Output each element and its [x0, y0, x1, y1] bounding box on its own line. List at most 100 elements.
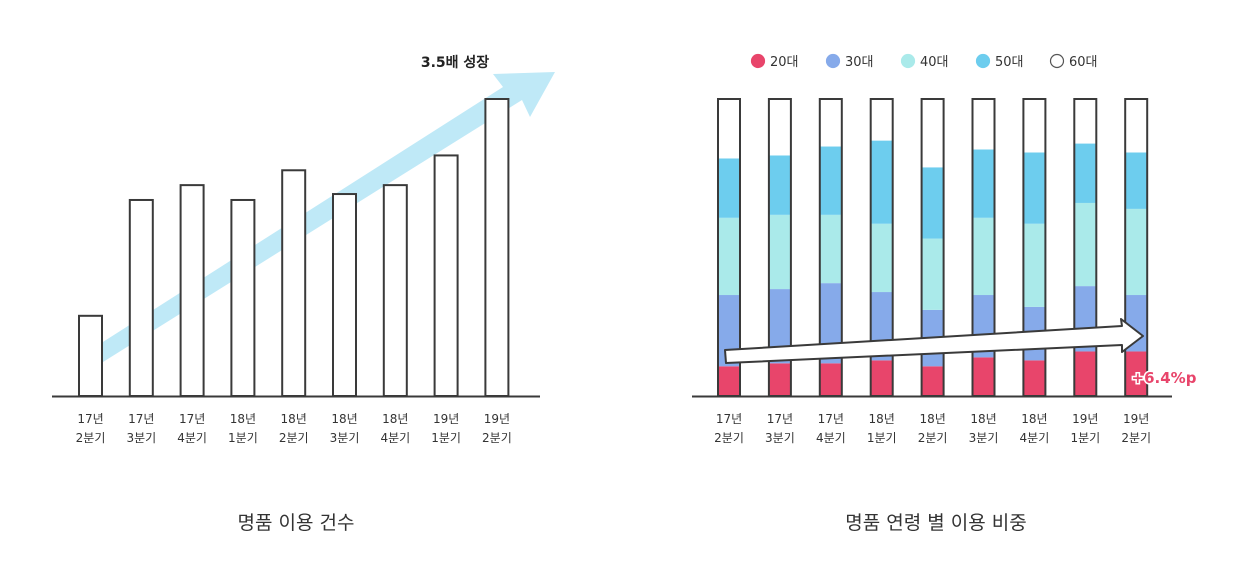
share-bar-segment: [921, 99, 944, 168]
share-x-tick-label: 1분기: [1070, 431, 1100, 445]
share-bar-segment: [1125, 99, 1148, 153]
share-bar-segment: [1125, 152, 1148, 209]
share-x-tick-label: 2분기: [918, 431, 948, 445]
growth-x-tick-label: 19년: [484, 412, 510, 426]
growth-x-tick-label: 2분기: [279, 431, 309, 445]
growth-bar: [332, 193, 357, 397]
legend-label: 60대: [1069, 55, 1098, 70]
share-bar-segment: [870, 223, 893, 293]
growth-bar: [281, 169, 307, 397]
share-bar-segment: [819, 99, 842, 147]
share-increase-annotation: +6.4%p: [1132, 369, 1197, 387]
trend-arrow: [724, 318, 1144, 364]
growth-chart-title: 명품 이용 건수: [238, 512, 355, 534]
growth-x-tick-label: 18년: [281, 412, 307, 426]
share-x-tick-label: 4분기: [816, 431, 846, 445]
growth-x-tick-label: 17년: [179, 412, 205, 426]
growth-bar: [433, 154, 459, 397]
growth-arrow: [95, 72, 555, 362]
share-bar-segment: [1023, 152, 1046, 224]
share-bar-segment: [870, 99, 893, 141]
growth-chart: 17년 2분기 17년 3분기 17년 4분기 18년 1분기 18년 2분기 18년 3분기 18년 4…: [52, 54, 555, 534]
growth-annotation: 3.5배 성장: [421, 54, 489, 71]
share-x-tick-label: 2분기: [1121, 431, 1151, 445]
share-x-tick-label: 17년: [818, 412, 844, 426]
growth-x-tick-label: 18년: [230, 412, 256, 426]
legend-label: 20대: [770, 55, 799, 70]
growth-x-tick-label: 19년: [433, 412, 459, 426]
share-x-tick-label: 18년: [869, 412, 895, 426]
growth-bar: [382, 184, 408, 397]
age-share-chart-title: 명품 연령 별 이용 비중: [845, 512, 1026, 534]
legend: 20대 30대 40대 50대 60대: [750, 53, 1098, 70]
share-x-tick-label: 18년: [919, 412, 945, 426]
growth-x-tick-label: 4분기: [177, 431, 207, 445]
growth-x-tick-label: 1분기: [431, 431, 461, 445]
share-bar-segment: [1125, 208, 1148, 296]
share-bar-segment: [1023, 99, 1046, 153]
share-bar-segment: [1074, 351, 1097, 396]
share-bar-segment: [1125, 351, 1148, 396]
growth-x-tick-label: 3분기: [126, 431, 156, 445]
legend-item: 50대: [975, 53, 1024, 70]
share-x-tick-label: 3분기: [765, 431, 795, 445]
share-bar-segment: [1074, 99, 1097, 144]
share-bar-segment: [1023, 223, 1046, 307]
share-x-tick-label: 4분기: [1020, 431, 1050, 445]
share-bar-segment: [718, 158, 740, 218]
legend-item: 60대: [1049, 53, 1098, 70]
growth-x-tick-label: 1분기: [228, 431, 258, 445]
share-bar-segment: [921, 238, 944, 310]
growth-x-tick-label: 18년: [331, 412, 357, 426]
share-x-tick-label: 2분기: [714, 431, 744, 445]
share-bar-segment: [718, 99, 740, 159]
share-bar-segment: [1074, 143, 1097, 203]
share-bar-segment: [768, 214, 791, 290]
share-bar-segment: [819, 214, 842, 284]
share-bar-segment: [921, 366, 944, 396]
age-share-chart: 20대 30대 40대 50대 60대 +6.4%p 17년 2분기 17년 3분기 17년 4분…: [692, 53, 1198, 534]
growth-bar: [78, 314, 103, 397]
legend-marker: [825, 53, 841, 69]
legend-label: 40대: [920, 55, 949, 70]
share-x-tick-label: 3분기: [969, 431, 999, 445]
share-x-tick-label: 1분기: [867, 431, 897, 445]
legend-marker: [975, 53, 991, 69]
legend-marker: [1049, 53, 1065, 69]
share-bar-segment: [972, 149, 995, 218]
growth-bar: [484, 98, 510, 397]
legend-marker: [900, 53, 916, 69]
share-x-tick-label: 19년: [1123, 412, 1149, 426]
legend-item: 40대: [900, 53, 949, 70]
legend-label: 30대: [845, 55, 874, 70]
growth-x-tick-label: 3분기: [330, 431, 360, 445]
share-bar-segment: [819, 363, 842, 396]
share-bar-segment: [718, 217, 740, 296]
share-x-tick-label: 17년: [767, 412, 793, 426]
share-x-tick-label: 18년: [1021, 412, 1047, 426]
legend-label: 50대: [995, 55, 1024, 70]
growth-x-tick-label: 2분기: [76, 431, 106, 445]
share-bar-segment: [972, 357, 995, 396]
share-bar-segment: [768, 289, 791, 364]
growth-x-tick-label: 4분기: [380, 431, 410, 445]
share-x-tick-label: 19년: [1072, 412, 1098, 426]
growth-x-tick-label: 17년: [128, 412, 154, 426]
share-bar-segment: [718, 366, 740, 396]
share-x-tick-label: 18년: [970, 412, 996, 426]
growth-bar: [230, 198, 256, 397]
legend-marker: [750, 53, 766, 69]
growth-bar: [128, 198, 154, 397]
share-bar-segment: [870, 360, 893, 396]
share-bar-segment: [1074, 202, 1097, 287]
share-bar-segment: [921, 167, 944, 239]
legend-item: 20대: [750, 53, 799, 70]
share-bar-segment: [768, 363, 791, 396]
share-bar-segment: [870, 140, 893, 224]
share-bar-segment: [972, 217, 995, 296]
share-x-tick-label: 17년: [716, 412, 742, 426]
share-bar-segment: [1023, 360, 1046, 396]
growth-x-tick-label: 17년: [77, 412, 103, 426]
share-bar-segment: [768, 99, 791, 156]
share-bar-segment: [819, 146, 842, 215]
